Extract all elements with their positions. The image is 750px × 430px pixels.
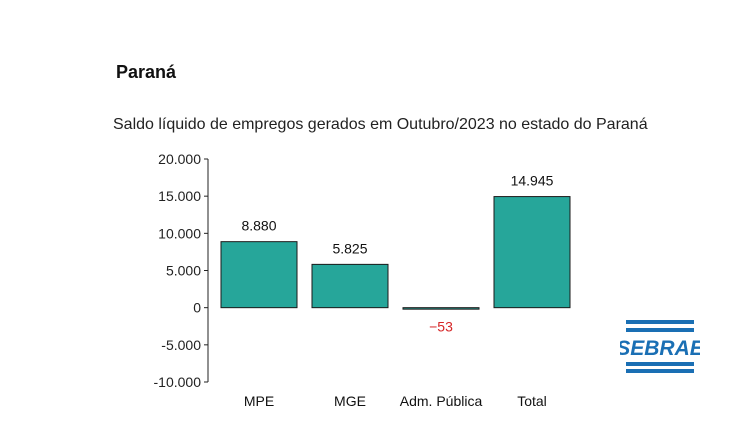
bar <box>402 307 480 310</box>
y-tick-label: 0 <box>193 300 201 316</box>
y-tick-label: 15.000 <box>158 188 201 204</box>
region-title: Paraná <box>116 62 177 82</box>
sebrae-logo: SEBRAE <box>620 320 700 373</box>
y-tick-label: 5.000 <box>166 263 201 279</box>
bar <box>311 263 389 309</box>
x-category-label: Total <box>517 393 547 409</box>
y-tick-label: 20.000 <box>158 151 201 167</box>
y-tick-label: -10.000 <box>154 374 202 390</box>
chart-subtitle: Saldo líquido de empregos gerados em Out… <box>113 116 648 133</box>
logo-stripe <box>626 369 694 373</box>
bar-value-label: 8.880 <box>241 218 276 234</box>
x-category-label: Adm. Pública <box>400 393 483 409</box>
logo-stripe <box>626 328 694 332</box>
logo-stripe <box>626 320 694 324</box>
y-tick-label: 10.000 <box>158 225 201 241</box>
bar <box>220 241 298 309</box>
y-tick-label: -5.000 <box>161 337 201 353</box>
logo-text-bg <box>624 335 698 359</box>
bar-value-label: −53 <box>429 319 453 335</box>
logo-stripe <box>626 362 694 366</box>
x-category-label: MPE <box>244 393 274 409</box>
x-category-label: MGE <box>334 393 366 409</box>
bar-value-label: 14.945 <box>511 173 554 189</box>
logo-text: SEBRAE <box>620 337 700 360</box>
bar <box>493 196 571 309</box>
bar-value-label: 5.825 <box>332 240 367 256</box>
